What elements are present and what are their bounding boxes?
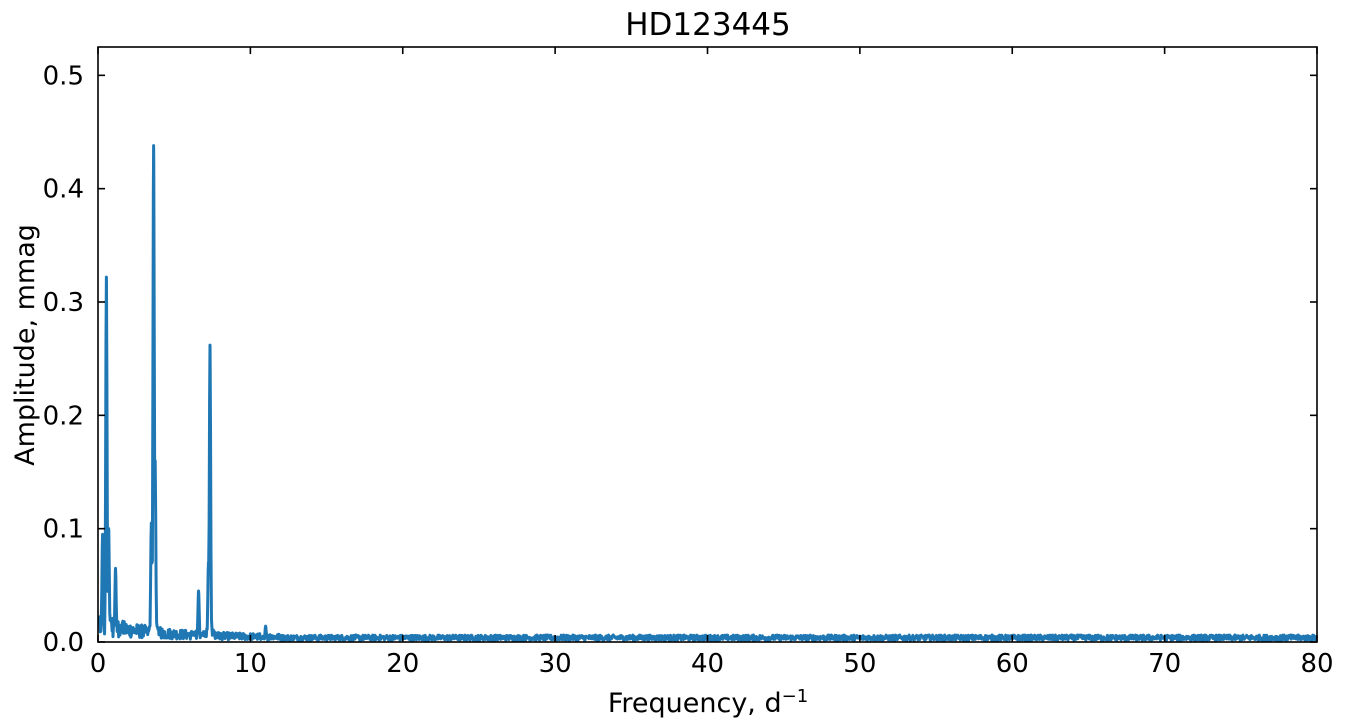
x-tick-label: 60: [996, 649, 1029, 679]
x-tick-label: 30: [539, 649, 572, 679]
y-tick-label: 0.1: [43, 515, 84, 545]
y-tick-label: 0.3: [43, 288, 84, 318]
y-axis-label: Amplitude, mmag: [10, 224, 41, 466]
plot-area: [97, 46, 1318, 643]
x-tick-label: 10: [234, 649, 267, 679]
spectrum-line: [98, 144, 1317, 642]
x-tick-label: 40: [691, 649, 724, 679]
y-tick-label: 0.2: [43, 401, 84, 431]
x-tick-label: 80: [1300, 649, 1333, 679]
y-tick-label: 0.5: [43, 61, 84, 91]
plot-frame: [97, 46, 1318, 643]
x-tick-label: 70: [1148, 649, 1181, 679]
x-axis-label-base: Frequency, d: [608, 688, 782, 719]
y-tick-label: 0.0: [43, 628, 84, 658]
x-axis-label: Frequency, d−1: [608, 686, 808, 720]
x-tick-label: 0: [90, 649, 107, 679]
chart-title: HD123445: [625, 7, 791, 43]
x-axis: 0 10 20 30 40 50 60 70 80: [90, 47, 1334, 679]
x-axis-label-superscript: −1: [782, 686, 809, 707]
x-tick-label: 20: [386, 649, 419, 679]
y-tick-label: 0.4: [43, 175, 84, 205]
y-axis: 0.0 0.1 0.2 0.3 0.4 0.5: [43, 61, 1317, 658]
x-tick-label: 50: [843, 649, 876, 679]
